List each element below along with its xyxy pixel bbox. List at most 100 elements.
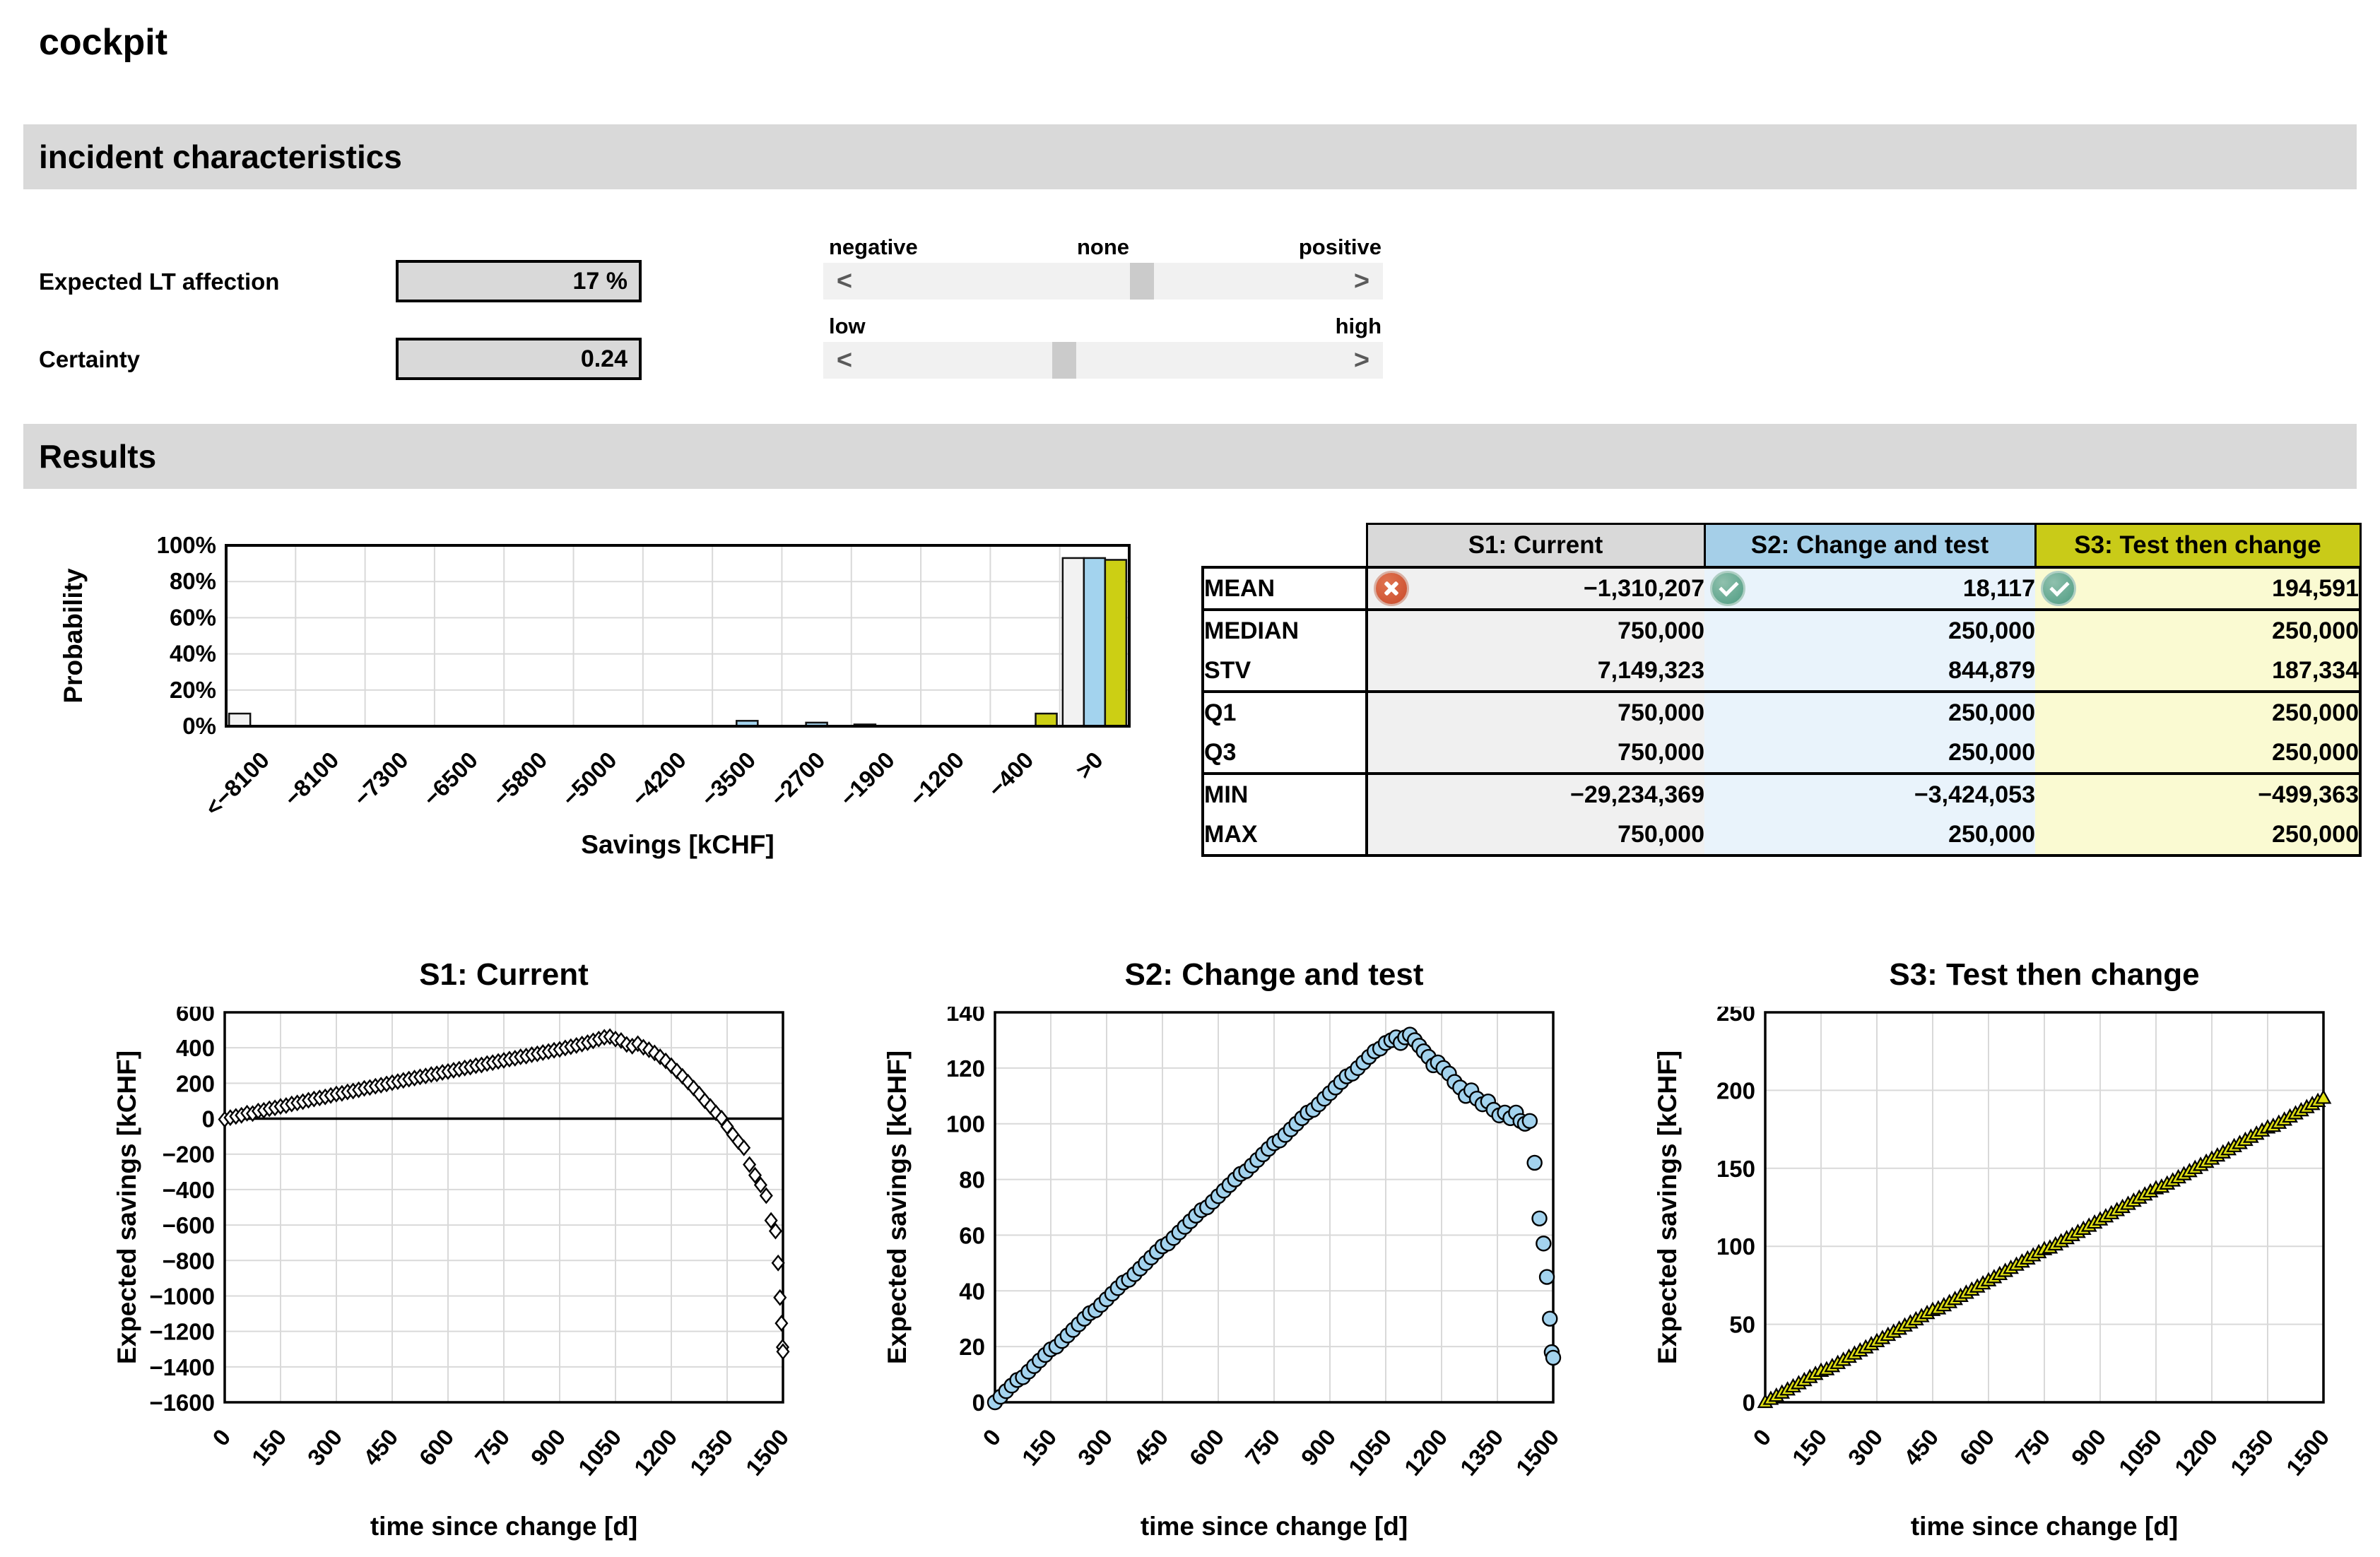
svg-text:<−8100: <−8100: [200, 747, 274, 821]
svg-text:−4200: −4200: [626, 747, 691, 812]
certainty-field[interactable]: 0.24: [396, 338, 642, 380]
chart-title: S3: Test then change: [1889, 957, 2200, 992]
svg-text:1200: 1200: [629, 1424, 683, 1481]
table-row: MIN −29,234,369 −3,424,053 −499,363: [1201, 774, 2362, 815]
table-row: MEDIAN 750,000 250,000 250,000: [1201, 610, 2362, 651]
column-header-s2: S2: Change and test: [1703, 523, 2037, 569]
svg-text:750: 750: [1240, 1424, 1285, 1471]
svg-text:60: 60: [959, 1222, 985, 1248]
svg-text:600: 600: [1955, 1424, 2000, 1471]
svg-text:1500: 1500: [1511, 1424, 1565, 1481]
slider-left-arrow-icon[interactable]: <: [836, 266, 853, 296]
svg-text:20: 20: [959, 1334, 985, 1360]
svg-text:1350: 1350: [2225, 1424, 2279, 1481]
table-corner-cell: [1203, 523, 1367, 567]
slider-label-positive: positive: [1298, 235, 1382, 259]
certainty-slider[interactable]: < >: [823, 342, 1383, 379]
svg-text:80%: 80%: [170, 568, 216, 594]
svg-text:−2700: −2700: [765, 747, 830, 812]
svg-text:0: 0: [207, 1424, 235, 1451]
svg-text:time since change [d]: time since change [d]: [370, 1512, 637, 1541]
svg-text:300: 300: [302, 1424, 348, 1471]
svg-text:600: 600: [176, 1007, 215, 1026]
affection-slider-thumb[interactable]: [1130, 263, 1155, 300]
svg-text:−1900: −1900: [835, 747, 900, 812]
svg-text:1500: 1500: [741, 1424, 794, 1481]
table-row: Q3 750,000 250,000 250,000: [1201, 733, 2362, 775]
svg-text:600: 600: [414, 1424, 459, 1471]
svg-text:1350: 1350: [1455, 1424, 1509, 1481]
chart-title: S1: Current: [419, 957, 589, 992]
section-header-results: Results: [23, 424, 2357, 489]
svg-text:50: 50: [1729, 1312, 1755, 1338]
svg-text:200: 200: [176, 1070, 215, 1096]
svg-text:time since change [d]: time since change [d]: [1911, 1512, 2178, 1541]
row-label: MEDIAN: [1201, 610, 1368, 651]
svg-text:150: 150: [1787, 1424, 1832, 1471]
svg-text:400: 400: [176, 1035, 215, 1061]
svg-text:100%: 100%: [157, 534, 216, 558]
certainty-slider-labels: low high: [823, 314, 1383, 341]
savings-probability-histogram: 0%20%40%60%80%100%<−8100 −8100 −7300 −6500−…: [59, 534, 1131, 859]
affection-slider-labels: negative none positive: [823, 235, 1383, 261]
svg-text:Expected savings [kCHF]: Expected savings [kCHF]: [883, 1050, 912, 1364]
slider-label-none: none: [1076, 235, 1130, 259]
svg-text:time since change [d]: time since change [d]: [1141, 1512, 1408, 1541]
ok-icon: [2041, 571, 2076, 606]
section-header-incident-characteristics: incident characteristics: [23, 124, 2357, 189]
svg-text:0: 0: [1743, 1390, 1755, 1416]
slider-right-arrow-icon[interactable]: >: [1353, 266, 1370, 296]
row-label: MIN: [1201, 774, 1368, 815]
row-label: MAX: [1201, 815, 1368, 857]
svg-text:0: 0: [1748, 1424, 1776, 1451]
slider-label-high: high: [1335, 314, 1382, 338]
svg-text:900: 900: [526, 1424, 571, 1471]
row-label: MEAN: [1201, 566, 1368, 611]
table-row: STV 7,149,323 844,879 187,334: [1201, 651, 2362, 693]
svg-text:−6500: −6500: [418, 747, 483, 812]
certainty-slider-thumb[interactable]: [1051, 342, 1076, 379]
svg-text:140: 140: [946, 1007, 985, 1026]
svg-text:−5800: −5800: [488, 747, 553, 812]
slider-label-low: low: [829, 314, 866, 338]
svg-text:−1200: −1200: [904, 747, 969, 812]
slider-left-arrow-icon[interactable]: <: [836, 345, 853, 375]
row-label: Q3: [1201, 733, 1368, 775]
slider-label-negative: negative: [829, 235, 918, 259]
svg-text:100: 100: [1716, 1233, 1755, 1260]
table-header-row: S1: Current S2: Change and test S3: Test…: [1203, 523, 2362, 569]
svg-text:150: 150: [1017, 1424, 1062, 1471]
svg-text:0%: 0%: [182, 713, 216, 739]
svg-text:−600: −600: [163, 1212, 215, 1238]
svg-text:1200: 1200: [2169, 1424, 2223, 1481]
svg-text:Savings [kCHF]: Savings [kCHF]: [581, 830, 774, 859]
svg-text:450: 450: [1129, 1424, 1174, 1471]
certainty-label: Certainty: [39, 346, 141, 372]
svg-text:450: 450: [358, 1424, 403, 1471]
scenario-statistics-table: S1: Current S2: Change and test S3: Test…: [1201, 523, 2362, 857]
chart-title: S2: Change and test: [1124, 957, 1424, 992]
column-header-s3: S3: Test then change: [2034, 523, 2362, 569]
svg-text:300: 300: [1073, 1424, 1118, 1471]
svg-text:−3500: −3500: [696, 747, 761, 812]
svg-text:−7300: −7300: [348, 747, 413, 812]
svg-text:120: 120: [946, 1055, 985, 1082]
affection-slider[interactable]: < >: [823, 263, 1383, 300]
svg-text:1050: 1050: [573, 1424, 627, 1481]
svg-text:−400: −400: [163, 1177, 215, 1203]
svg-text:60%: 60%: [170, 604, 216, 630]
slider-right-arrow-icon[interactable]: >: [1353, 345, 1370, 375]
expected-lt-affection-field[interactable]: 17 %: [396, 260, 642, 302]
svg-text:200: 200: [1716, 1077, 1755, 1103]
page-title: cockpit: [39, 22, 168, 63]
svg-text:900: 900: [1296, 1424, 1341, 1471]
svg-text:750: 750: [2010, 1424, 2056, 1471]
svg-text:1350: 1350: [685, 1424, 738, 1481]
mean-s1-cell: −1,310,207: [1367, 566, 1704, 611]
svg-text:0: 0: [202, 1106, 215, 1132]
expected-lt-affection-label: Expected LT affection: [39, 268, 280, 295]
svg-text:0: 0: [977, 1424, 1006, 1451]
row-label: Q1: [1201, 692, 1368, 733]
